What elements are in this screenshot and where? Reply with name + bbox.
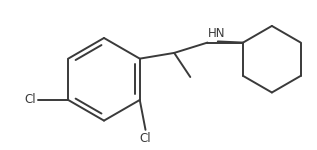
Text: Cl: Cl bbox=[140, 132, 151, 145]
Text: HN: HN bbox=[208, 27, 226, 40]
Text: Cl: Cl bbox=[24, 93, 36, 106]
